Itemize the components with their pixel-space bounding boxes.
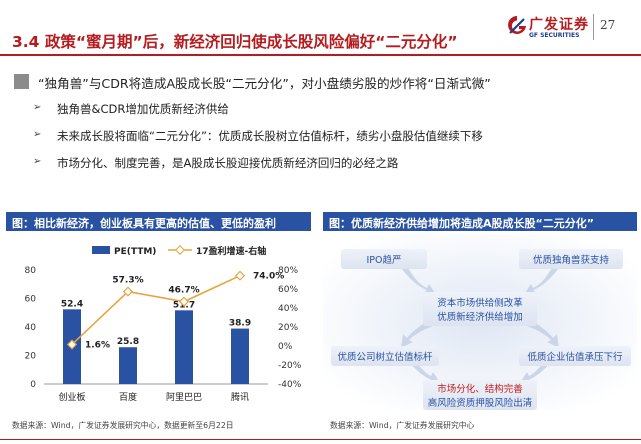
risk-clearance-label: 高风险资质押股风险出清 bbox=[428, 397, 533, 409]
footer-divider bbox=[0, 439, 641, 440]
bullet-text: 市场分化、制度完善，是A股成长股迎接优质新经济回归的必经之路 bbox=[57, 156, 399, 170]
y-left-tick-label: 80 bbox=[25, 266, 37, 276]
y-right-tick-label: 80% bbox=[278, 266, 298, 276]
growth-value-label: 74.0% bbox=[253, 272, 284, 282]
legend-label-pe: PE(TTM) bbox=[114, 247, 156, 257]
bullet-text: 未来成长股将面临“二元分化”：优质成长股树立估值标杆，绩劣小盘股估值继续下移 bbox=[57, 129, 483, 143]
growth-line bbox=[71, 274, 241, 346]
diagram-panel: 图：优质新经济供给增加将造成A股成长股“二元分化” IPO趋严 优质独角兽获支持 bbox=[323, 212, 637, 410]
ipo-node-label: IPO趋严 bbox=[366, 254, 401, 266]
bar-pe bbox=[175, 310, 193, 384]
page-number-separator bbox=[593, 14, 594, 40]
arrow-bullet-icon: ➢ bbox=[33, 129, 42, 140]
inferior-node-label: 低质企业估值承压下行 bbox=[527, 351, 623, 363]
flow-diagram: IPO趋严 优质独角兽获支持 资本市场供给侧改革 优质新经济供给增加 优质公司树… bbox=[323, 234, 637, 410]
legend-marker-growth bbox=[175, 245, 185, 255]
x-tick-label: 创业板 bbox=[58, 391, 85, 403]
growth-point bbox=[234, 270, 246, 281]
chart-heading: 图：相比新经济，创业板具有更高的估值、更低的盈利 bbox=[6, 212, 311, 231]
page-number: 27 bbox=[600, 18, 616, 32]
supply-reform-label: 资本市场供给侧改革 bbox=[437, 297, 523, 309]
legend-swatch-pe bbox=[92, 246, 110, 254]
logo-text: 广发证券 bbox=[529, 17, 589, 33]
growth-point bbox=[178, 296, 190, 307]
growth-point bbox=[122, 286, 134, 297]
y-right-tick-label: -40% bbox=[278, 380, 302, 390]
bullet-text: 独角兽&CDR增加优质新经济供给 bbox=[57, 102, 229, 116]
chart-source: 数据来源：Wind，广发证券发展研究中心，数据更新至6月22日 bbox=[12, 421, 234, 430]
key-point: “独角兽”与CDR将造成A股成长股“二元分化”，对小盘绩劣股的炒作将“日渐式微” bbox=[14, 70, 634, 92]
arrow-bullet-icon: ➢ bbox=[33, 102, 42, 113]
company-logo: 广发证券 GF SECURITIES bbox=[507, 13, 588, 47]
y-right-tick-label: 0% bbox=[278, 342, 293, 352]
y-right-tick-label: 60% bbox=[278, 285, 298, 295]
growth-point bbox=[66, 339, 78, 350]
header-divider bbox=[0, 54, 641, 56]
market-node bbox=[423, 380, 537, 410]
bar-value-label: 38.9 bbox=[229, 319, 251, 329]
market-node-label: 市场分化、结构完善 bbox=[437, 383, 523, 395]
growth-value-label: 57.3% bbox=[112, 276, 143, 286]
y-left-tick-label: 20 bbox=[25, 352, 37, 362]
y-right-tick-label: -20% bbox=[278, 361, 302, 371]
bar-pe bbox=[119, 347, 137, 384]
bar-value-label: 25.8 bbox=[117, 337, 139, 347]
diagram-heading: 图：优质新经济供给增加将造成A股成长股“二元分化” bbox=[323, 212, 637, 231]
benchmark-node bbox=[331, 346, 439, 366]
x-tick-label: 腾讯 bbox=[231, 391, 249, 403]
y-right-tick-label: 40% bbox=[278, 304, 298, 314]
legend-label-growth: 17盈利增速-右轴 bbox=[196, 245, 266, 257]
inferior-node bbox=[519, 346, 631, 366]
y-right-tick-label: 20% bbox=[278, 323, 298, 333]
unicorn-node bbox=[519, 249, 623, 269]
diagram-source: 数据来源：Wind，广发证券发展研究中心 bbox=[330, 421, 475, 430]
slide-title: 3.4 政策“蜜月期”后，新经济回归使成长股风险偏好“二元分化” bbox=[12, 33, 458, 51]
y-left-tick-label: 60 bbox=[25, 295, 37, 305]
unicorn-node-label: 优质独角兽获支持 bbox=[533, 254, 610, 266]
logo-subtext: GF SECURITIES bbox=[529, 32, 580, 39]
chart-panel: 图：相比新经济，创业板具有更高的估值、更低的盈利 PE(TTM) 17盈利增速-右… bbox=[6, 212, 311, 408]
benchmark-node-label: 优质公司树立估值标杆 bbox=[337, 351, 433, 363]
supply-increase-label: 优质新经济供给增加 bbox=[437, 311, 523, 323]
y-left-tick-label: 40 bbox=[25, 323, 37, 333]
arrow-bullet-icon: ➢ bbox=[33, 156, 42, 167]
pe-growth-chart: PE(TTM) 17盈利增速-右轴 80 60 40 20 0 80% 60% 40% 20% 0% -… bbox=[25, 245, 302, 403]
key-point-text: “独角兽”与CDR将造成A股成长股“二元分化”，对小盘绩劣股的炒作将“日渐式微” bbox=[38, 76, 491, 91]
supply-reform-node bbox=[423, 292, 537, 326]
growth-value-label: 46.7% bbox=[168, 286, 199, 296]
x-tick-label: 阿里巴巴 bbox=[166, 392, 202, 403]
ipo-node bbox=[341, 249, 427, 269]
bar-pe bbox=[231, 328, 249, 384]
growth-value-label: 1.6% bbox=[85, 340, 110, 350]
bar-value-label: 52.4 bbox=[61, 299, 83, 309]
x-tick-label: 百度 bbox=[119, 391, 137, 403]
slide-header: 3.4 政策“蜜月期”后，新经济回归使成长股风险偏好“二元分化” 广发证券 GF… bbox=[0, 0, 641, 62]
y-left-tick-label: 0 bbox=[30, 380, 36, 390]
logo-mark-icon bbox=[508, 16, 526, 34]
square-bullet-icon bbox=[14, 74, 29, 89]
